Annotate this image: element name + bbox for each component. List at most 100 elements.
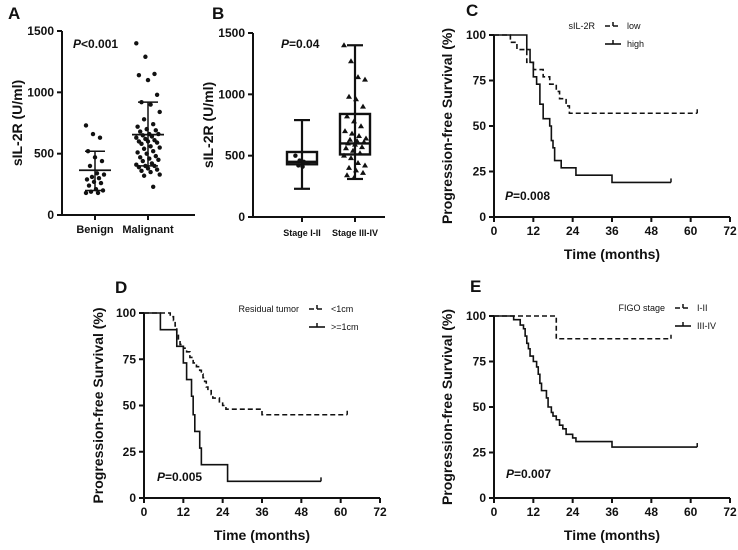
- data-point: [347, 136, 353, 142]
- y-tick-label: 100: [116, 306, 136, 320]
- y-tick-label: 1500: [27, 24, 54, 38]
- data-point: [135, 150, 140, 155]
- p-value: <0.001: [81, 37, 118, 51]
- data-point: [300, 164, 305, 169]
- data-point: [154, 167, 160, 172]
- data-point: [83, 190, 89, 196]
- x-tick-label: 48: [295, 505, 309, 519]
- data-point: [136, 72, 142, 78]
- data-point: [148, 102, 153, 107]
- x-axis-label: Time (months): [564, 246, 660, 262]
- p-value-label: P=0.04: [281, 37, 320, 51]
- data-point: [351, 174, 357, 180]
- y-tick-label: 0: [238, 210, 245, 224]
- panel-letter: C: [466, 1, 478, 20]
- y-tick-label: 75: [473, 74, 487, 88]
- legend-title: Residual tumor: [238, 304, 299, 314]
- data-point: [135, 124, 140, 129]
- data-point: [141, 146, 147, 151]
- data-point: [354, 137, 360, 143]
- panel-letter: A: [8, 4, 20, 23]
- data-point: [96, 176, 102, 181]
- data-point: [145, 77, 151, 83]
- data-point: [353, 96, 359, 102]
- data-point: [141, 173, 147, 178]
- y-tick-label: 1500: [218, 26, 245, 40]
- data-point: [97, 135, 103, 140]
- data-point: [355, 74, 361, 80]
- y-axis-label: sIL-2R (U/ml): [9, 80, 25, 166]
- p-symbol: P: [505, 189, 514, 203]
- p-value: =0.008: [513, 189, 550, 203]
- data-point: [345, 140, 351, 146]
- data-point: [154, 140, 160, 145]
- legend-entry: I-II: [697, 303, 708, 313]
- data-point: [356, 133, 362, 139]
- panel-letter: D: [115, 278, 127, 297]
- y-tick-label: 500: [225, 149, 245, 163]
- data-point: [89, 174, 95, 180]
- km-curve-dashed: [494, 34, 698, 115]
- data-point: [98, 180, 104, 186]
- x-tick-label: 24: [566, 505, 580, 519]
- data-point: [157, 172, 162, 177]
- data-point: [305, 160, 311, 166]
- panel-e: E 0 25 50 75 100 Progression-free Survival (%)…: [439, 277, 737, 543]
- data-point: [139, 168, 144, 174]
- panel-a: A 0 500 1000 1500 sIL-2R (U/ml) P<0.001 Benign M…: [8, 4, 195, 236]
- x-tick-label: 12: [177, 505, 191, 519]
- data-point: [151, 149, 156, 154]
- p-symbol: P: [506, 467, 515, 481]
- km-curve-dashed: [144, 312, 348, 416]
- x-tick-label: 60: [684, 505, 698, 519]
- data-point: [154, 92, 160, 97]
- panel-b: B 0 500 1000 1500 sIL-2R (U/ml) P=0.04 Stage I-…: [200, 4, 385, 238]
- p-value: =0.005: [165, 470, 202, 484]
- data-point: [348, 155, 354, 161]
- legend-title: FIGO stage: [618, 303, 665, 313]
- data-point: [362, 162, 368, 168]
- p-symbol: P: [281, 37, 290, 51]
- p-value: =0.007: [514, 467, 551, 481]
- data-point: [363, 135, 369, 141]
- y-tick-label: 75: [473, 355, 487, 369]
- data-point: [134, 135, 139, 140]
- km-curve-solid: [494, 34, 671, 184]
- data-point: [139, 141, 144, 147]
- data-point: [348, 58, 354, 64]
- data-point: [95, 190, 101, 196]
- data-point: [101, 172, 107, 177]
- x-tick-label: 60: [684, 224, 698, 238]
- data-point: [134, 41, 139, 46]
- box: [285, 150, 319, 166]
- legend-entry: low: [627, 21, 641, 31]
- data-point: [350, 147, 356, 153]
- category-label: Benign: [76, 224, 114, 236]
- data-point: [87, 163, 93, 169]
- data-point: [84, 177, 90, 182]
- x-tick-label: 12: [527, 505, 541, 519]
- legend-entry: <1cm: [331, 304, 353, 314]
- p-value-label: P=0.007: [506, 467, 551, 481]
- data-point: [153, 128, 158, 133]
- data-point: [341, 42, 347, 48]
- legend-entry: >=1cm: [331, 322, 359, 332]
- p-value-label: P<0.001: [73, 37, 118, 51]
- y-tick-label: 1000: [27, 85, 54, 99]
- data-point: [94, 171, 100, 176]
- x-axis-label: Time (months): [214, 527, 310, 543]
- y-tick-label: 25: [473, 165, 487, 179]
- legend-entry: high: [627, 39, 644, 49]
- km-curve-solid: [144, 312, 321, 483]
- data-point: [361, 139, 367, 145]
- x-tick-label: 72: [723, 224, 737, 238]
- data-point: [355, 160, 361, 166]
- data-point: [140, 158, 145, 164]
- x-tick-label: 12: [527, 224, 541, 238]
- x-tick-label: 48: [645, 224, 659, 238]
- data-point: [341, 152, 347, 158]
- category-label: Malignant: [122, 224, 174, 236]
- y-tick-label: 100: [466, 309, 486, 323]
- data-point: [157, 109, 162, 115]
